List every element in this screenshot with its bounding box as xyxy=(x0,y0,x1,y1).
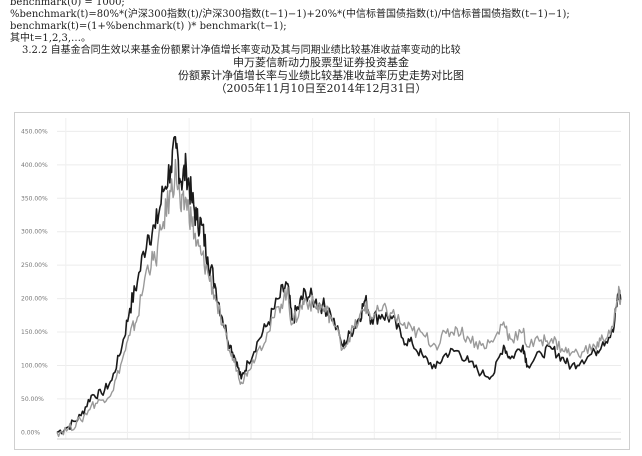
nav-vs-benchmark-chart: 0.00% 50.00% 100.00% 150.00% 200.00% 250.00% 3… xyxy=(21,118,622,440)
series-line-benchmark xyxy=(56,158,622,438)
formula-line-recursion: benchmark(t)=(1+%benchmark(t) )* benchma… xyxy=(10,21,287,32)
y-tick-label: 50.00% xyxy=(21,396,44,403)
chart-caption: 份额累计净值增长率与业绩比较基准收益率历史走势对比图 xyxy=(178,69,464,82)
chart-frame: 0.00% 50.00% 100.00% 150.00% 200.00% 250.00% 3… xyxy=(14,112,630,450)
y-tick-label: 200.00% xyxy=(21,296,48,303)
section-heading: 3.2.2 自基金合同生效以来基金份额累计净值增长率变动及其与同期业绩比较基准收… xyxy=(22,45,461,56)
y-tick-label: 150.00% xyxy=(21,329,48,336)
y-tick-label: 250.00% xyxy=(21,262,48,269)
formula-line-initial: benchmark(0) = 1000; xyxy=(10,0,125,8)
y-tick-label: 400.00% xyxy=(21,162,48,169)
formula-line-index: 其中t=1,2,3,…。 xyxy=(10,33,92,44)
fund-name: 申万菱信新动力股票型证券投资基金 xyxy=(233,56,409,69)
y-tick-label: 100.00% xyxy=(21,362,48,369)
y-tick-label: 0.00% xyxy=(21,429,40,436)
y-tick-label: 450.00% xyxy=(21,128,48,135)
formula-line-daily-return: %benchmark(t)=80%*(沪深300指数(t)/沪深300指数(t−… xyxy=(10,9,570,20)
series-line-nav xyxy=(56,136,622,435)
y-tick-label: 300.00% xyxy=(21,229,48,236)
y-tick-label: 350.00% xyxy=(21,195,48,202)
chart-date-range: （2005年11月10日至2014年12月31日） xyxy=(215,82,427,95)
